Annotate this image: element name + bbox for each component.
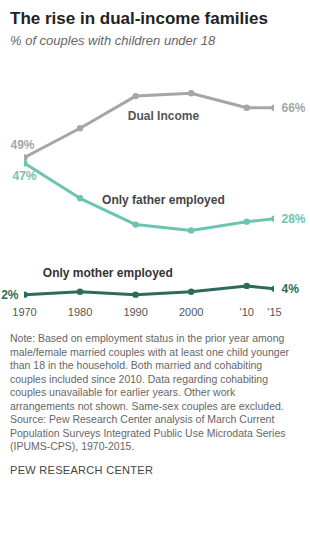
svg-text:'15: '15 [267,306,281,318]
svg-text:Only father employed: Only father employed [102,193,225,207]
html-text:PEW RESEARCH CENTER: PEW RESEARCH CENTER [10,463,154,476]
html-text:Note: Based on employment stat: Note: Based on employment status in the … [10,332,289,412]
svg-text:'10: '10 [240,306,254,318]
html-text:Source: Pew Research Center an: Source: Pew Research Center analysis of … [10,413,286,452]
svg-text:66%: 66% [282,101,306,115]
svg-text:47%: 47% [12,169,36,183]
svg-text:Dual Income: Dual Income [128,109,200,123]
svg-text:4%: 4% [282,282,300,296]
svg-text:28%: 28% [282,212,306,226]
svg-text:2000: 2000 [179,306,203,318]
html-text:% of couples with children und: % of couples with children under 18 [10,33,216,48]
svg-text:2%: 2% [1,288,19,302]
svg-text:1970: 1970 [12,306,36,318]
svg-text:1990: 1990 [123,306,147,318]
svg-text:49%: 49% [10,138,34,152]
html-text:The rise in dual-income famili: The rise in dual-income families [10,9,268,28]
svg-text:Only mother employed: Only mother employed [43,266,173,280]
svg-text:1980: 1980 [68,306,92,318]
